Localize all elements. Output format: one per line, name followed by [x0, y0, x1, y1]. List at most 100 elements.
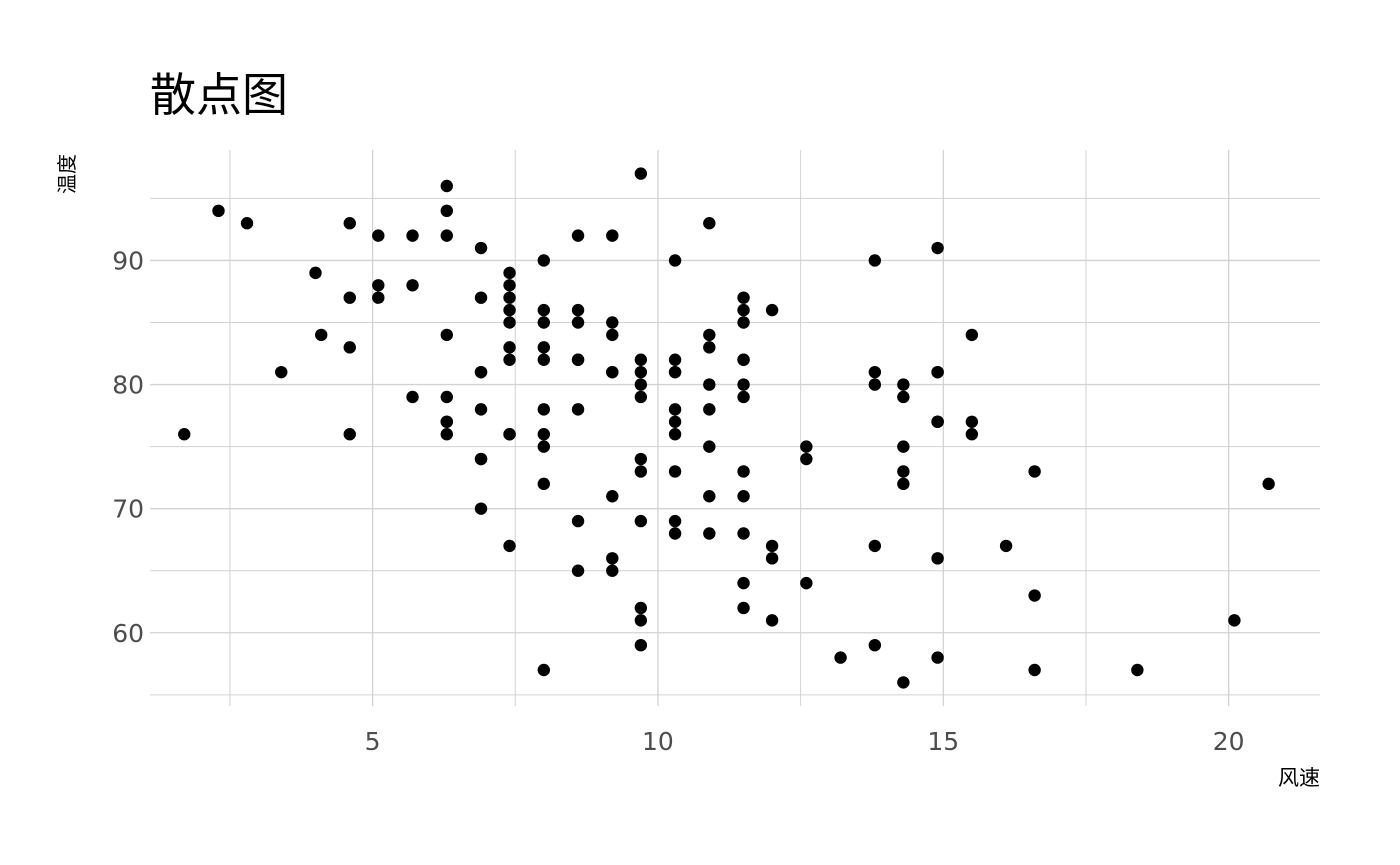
data-point	[965, 428, 979, 441]
data-point	[606, 365, 619, 379]
data-point	[571, 403, 585, 416]
data-point	[703, 403, 716, 416]
data-point	[606, 316, 619, 329]
data-point	[440, 204, 453, 218]
data-point	[897, 390, 910, 404]
data-point	[474, 452, 488, 466]
data-point	[668, 514, 682, 528]
data-points	[178, 167, 1275, 689]
data-point	[668, 428, 682, 441]
data-point	[1028, 589, 1041, 602]
data-point	[668, 415, 682, 428]
data-point	[737, 527, 750, 540]
data-point	[668, 365, 682, 379]
data-point	[571, 353, 585, 366]
data-point	[315, 328, 328, 342]
data-point	[800, 576, 813, 590]
data-point	[634, 614, 648, 627]
data-point	[606, 328, 619, 342]
grid-minor	[150, 150, 1320, 706]
data-point	[503, 428, 516, 441]
data-point	[372, 279, 385, 292]
data-point	[897, 378, 910, 391]
data-point	[897, 676, 910, 689]
data-point	[606, 552, 619, 565]
data-point	[537, 663, 551, 677]
data-point	[537, 353, 551, 366]
data-point	[931, 552, 944, 565]
data-point	[343, 291, 356, 304]
data-point	[634, 378, 648, 391]
data-point	[275, 365, 288, 379]
data-point	[1262, 477, 1275, 491]
data-point	[800, 440, 813, 453]
data-point	[868, 539, 882, 553]
data-point	[834, 651, 847, 664]
data-point	[737, 390, 750, 404]
data-point	[931, 651, 944, 664]
data-point	[440, 229, 453, 242]
data-point	[634, 638, 648, 652]
data-point	[503, 303, 516, 317]
data-point	[343, 428, 356, 441]
data-point	[440, 428, 453, 441]
data-point	[474, 502, 488, 515]
data-point	[800, 452, 813, 466]
data-point	[868, 638, 882, 652]
data-point	[634, 365, 648, 379]
data-point	[634, 514, 648, 528]
data-point	[372, 291, 385, 304]
data-point	[765, 303, 779, 317]
data-point	[178, 428, 191, 441]
data-point	[868, 378, 882, 391]
data-point	[406, 279, 419, 292]
data-point	[868, 254, 882, 267]
data-point	[703, 440, 716, 453]
data-point	[703, 341, 716, 354]
data-point	[606, 229, 619, 242]
data-point	[503, 291, 516, 304]
data-point	[474, 403, 488, 416]
data-point	[737, 291, 750, 304]
data-point	[634, 167, 648, 180]
data-point	[668, 527, 682, 540]
data-point	[537, 316, 551, 329]
data-point	[634, 601, 648, 615]
y-tick-label: 80	[112, 371, 144, 400]
data-point	[703, 328, 716, 342]
data-point	[537, 477, 551, 491]
y-tick-labels: 60 70 80 90	[112, 246, 144, 647]
data-point	[406, 390, 419, 404]
data-point	[571, 303, 585, 317]
data-point	[1228, 614, 1241, 627]
data-point	[406, 229, 419, 242]
data-point	[634, 465, 648, 478]
data-point	[737, 576, 750, 590]
data-point	[240, 217, 254, 230]
data-point	[606, 564, 619, 577]
data-point	[440, 390, 453, 404]
data-point	[440, 328, 453, 342]
data-point	[571, 229, 585, 242]
data-point	[474, 241, 488, 255]
x-tick-label: 5	[365, 727, 381, 756]
y-tick-label: 70	[112, 495, 144, 524]
data-point	[868, 365, 882, 379]
data-point	[737, 316, 750, 329]
data-point	[343, 341, 356, 354]
data-point	[634, 452, 648, 466]
data-point	[503, 279, 516, 292]
data-point	[931, 415, 944, 428]
y-tick-label: 90	[112, 246, 144, 275]
x-tick-label: 10	[642, 727, 674, 756]
data-point	[897, 477, 910, 491]
data-point	[537, 303, 551, 317]
data-point	[474, 291, 488, 304]
data-point	[668, 254, 682, 267]
data-point	[931, 241, 944, 255]
data-point	[503, 341, 516, 354]
data-point	[1131, 663, 1144, 677]
data-point	[737, 465, 750, 478]
